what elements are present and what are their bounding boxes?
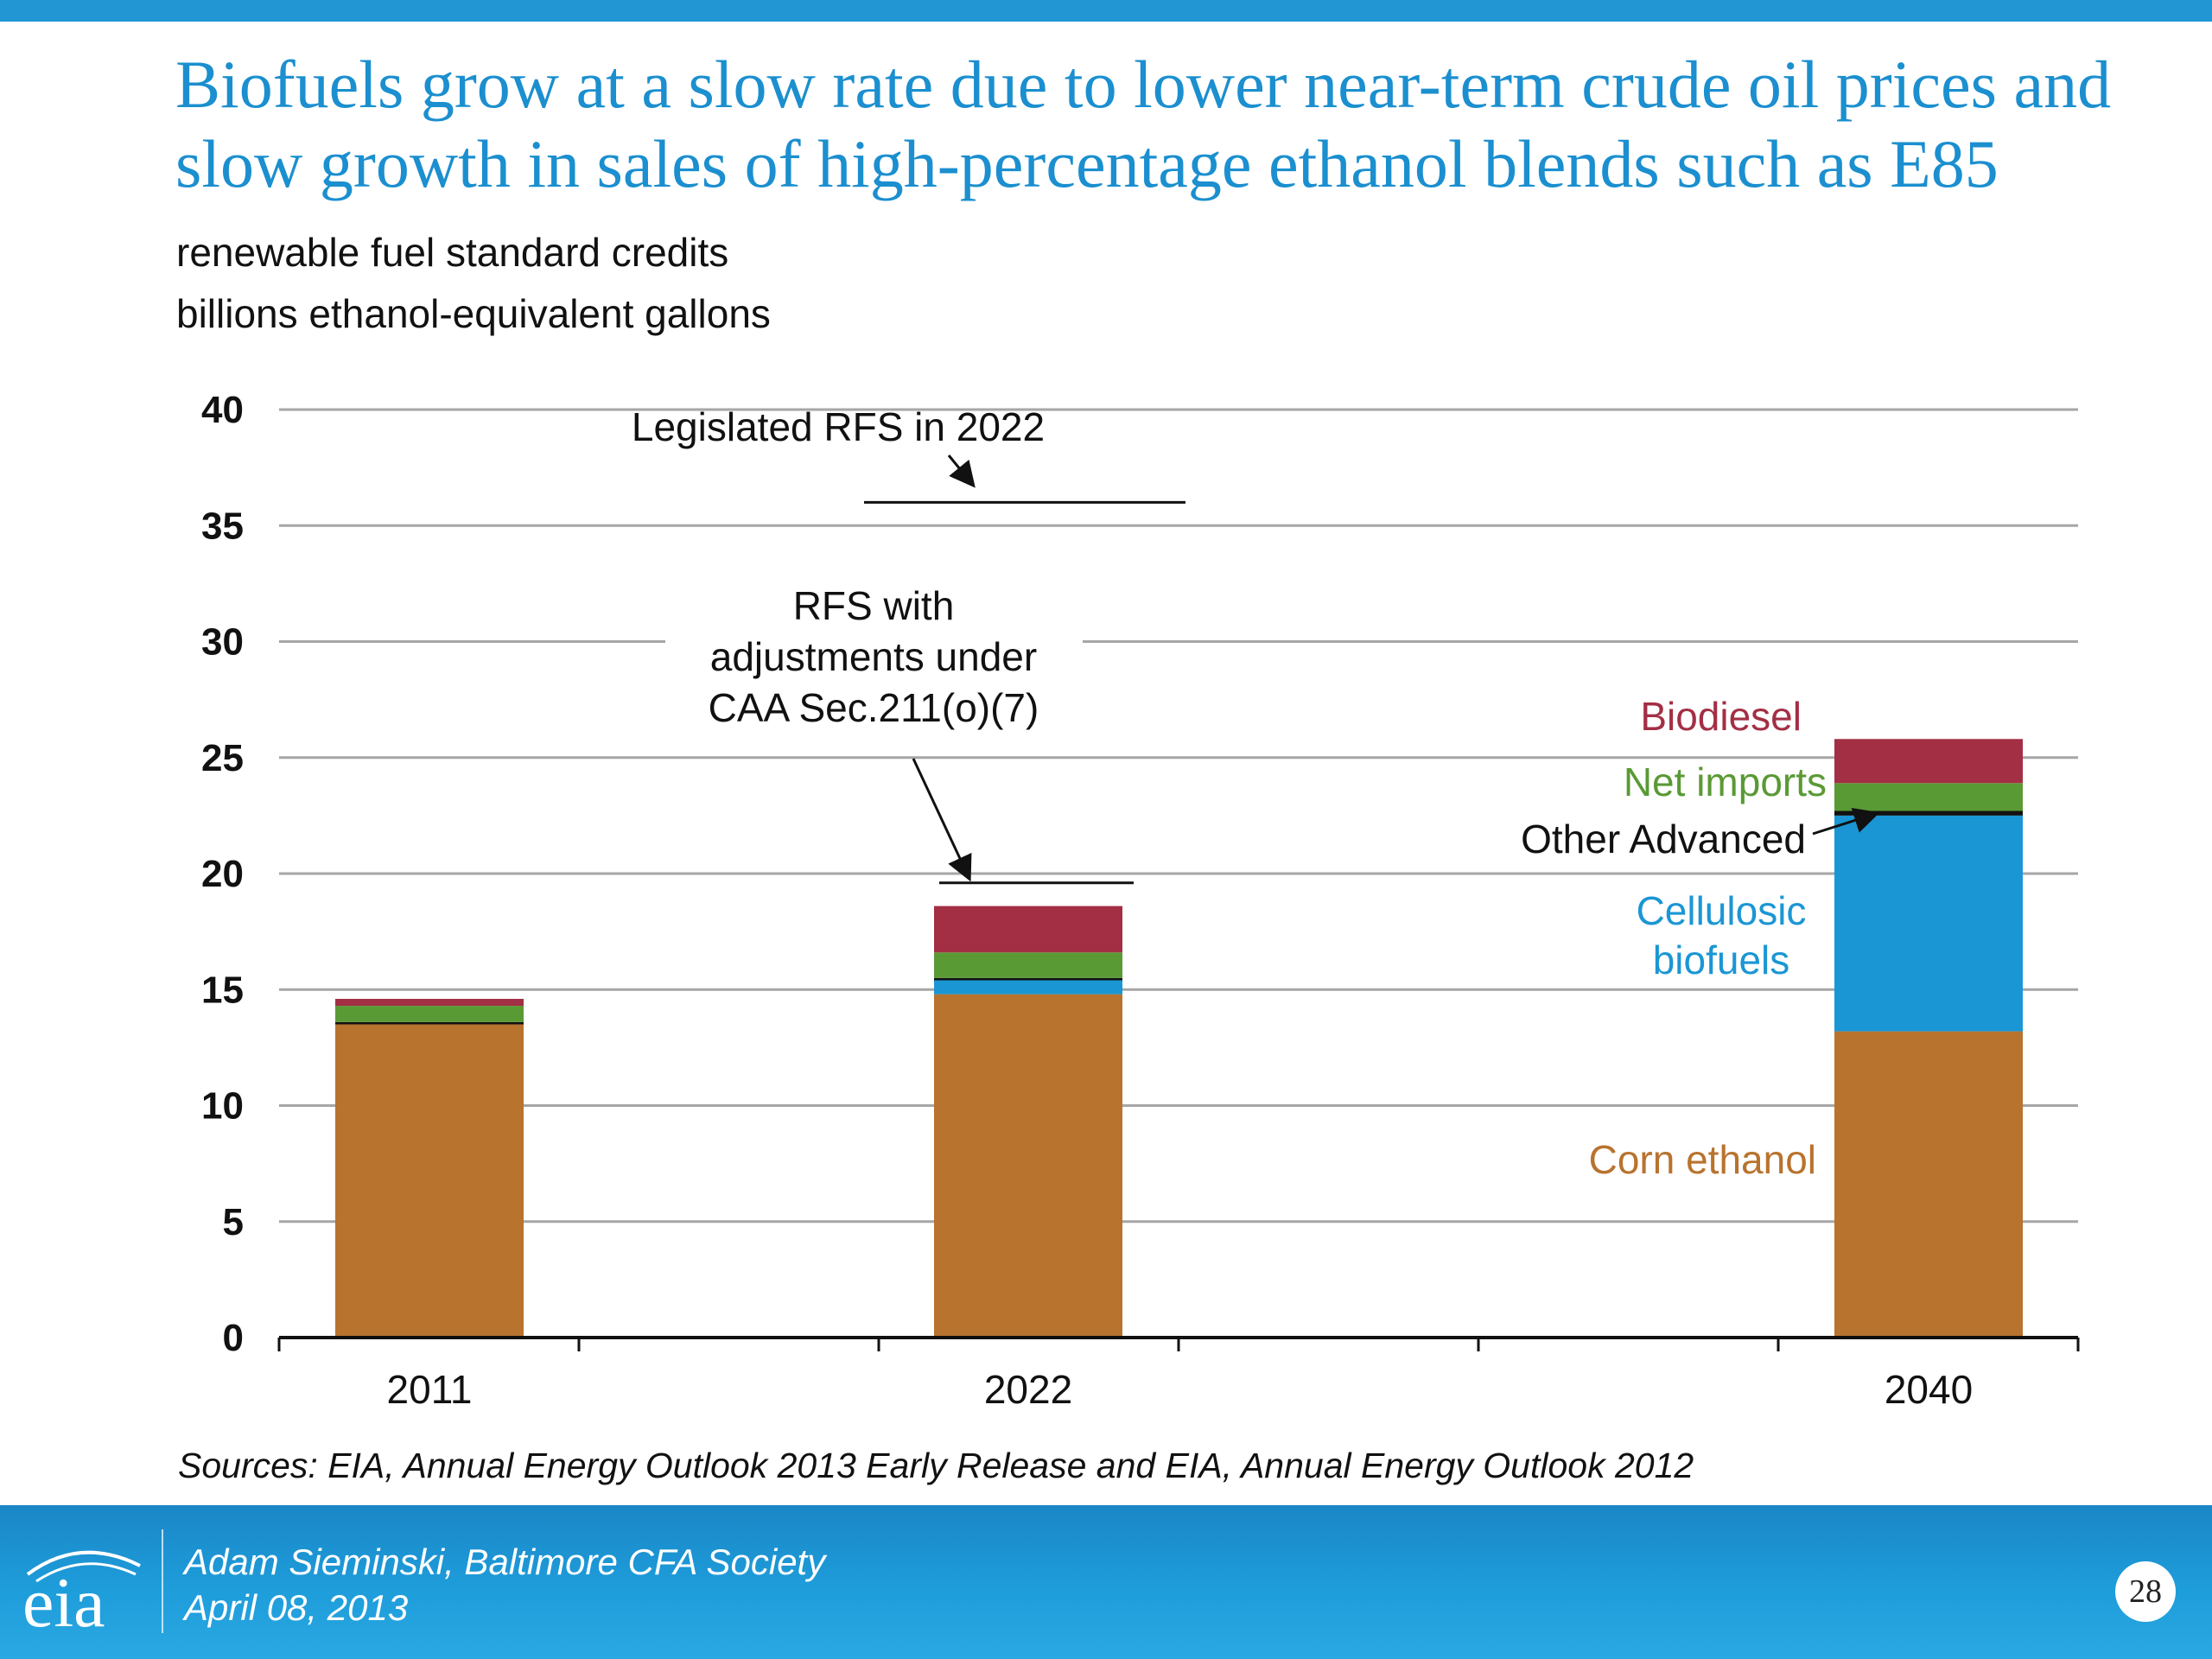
bar-segment [934,977,1122,981]
bars [335,739,2023,1338]
net-imports-label: Net imports [1624,760,1827,804]
y-tick-label: 20 [201,853,244,895]
gridlines [279,408,2078,1224]
bar-segment [934,980,1122,995]
y-tick-label: 35 [201,505,244,547]
adjusted-rfs-arrow [912,758,972,882]
y-tick-label: 10 [201,1085,244,1128]
slide-title-line-1: Biofuels grow at a slow rate due to lowe… [175,47,2112,122]
bar-segment [335,1021,524,1025]
slide-title-line-2: slow growth in sales of high-percentage … [175,126,1999,201]
bar-segment [335,1024,524,1338]
y-tick-label: 0 [223,1317,244,1359]
reference-lines [864,500,1185,885]
corn-ethanol-label: Corn ethanol [1589,1137,1816,1182]
footer-divider [162,1529,163,1633]
y-tick-label: 15 [201,969,244,1011]
eia-logo: eia [22,1550,141,1635]
adjusted-rfs-label-line: adjustments under [710,634,1037,679]
page-number: 28 [2115,1561,2176,1622]
bar-segment [934,906,1122,953]
cellulosic-label-line: Cellulosic [1637,888,1807,933]
cellulosic-label-line: biofuels [1653,938,1790,982]
top-accent-bar [0,0,2212,22]
chart-subtitle-2: billions ethanol-equivalent gallons [176,291,771,336]
x-tick-label: 2011 [387,1367,473,1412]
y-tick-label: 25 [201,737,244,779]
bar-segment [335,1006,524,1022]
other-advanced-label: Other Advanced [1521,817,1806,861]
bar-segment [1834,739,2023,784]
slide-title: Biofuels grow at a slow rate due to lowe… [175,45,2163,204]
biodiesel-label: Biodiesel [1640,694,1802,739]
bar-segment [934,952,1122,978]
bar-segment [1834,810,2023,816]
legislated-rfs-label: Legislated RFS in 2022 [632,404,1045,449]
chart-subtitle-1: renewable fuel standard credits [176,230,729,275]
axes: 0 5 10 15 20 25 30 35 40 2011 2022 2040 [201,389,2080,1412]
presenter-name: Adam Sieminski, Baltimore CFA Society [184,1541,826,1582]
adjusted-rfs-label-line: CAA Sec.211(o)(7) [709,685,1039,730]
presentation-date: April 08, 2013 [184,1587,409,1628]
y-tick-label: 40 [201,389,244,431]
adjusted-rfs-label-line: RFS with [793,583,955,628]
x-tick-label: 2022 [984,1367,1072,1412]
annotations: Legislated RFS in 2022 RFS with adjustment… [632,404,1880,1182]
bar-segment [934,994,1122,1338]
other-advanced-arrow [1812,808,1880,836]
footer-bar: eia Adam Sieminski, Baltimore CFA Societ… [0,1505,2212,1659]
bar-segment [1834,783,2023,811]
legislated-rfs-arrow [947,454,976,488]
y-tick-label: 30 [201,621,244,664]
y-tick-label: 5 [223,1201,244,1243]
bar-segment [335,998,524,1007]
x-tick-label: 2040 [1885,1367,1973,1412]
source-note: Sources: EIA, Annual Energy Outlook 2013… [178,1446,1694,1485]
stacked-bar-chart: 0 5 10 15 20 25 30 35 40 2011 2022 2040 Legislated … [201,389,2080,1412]
bar-segment [1834,815,2023,1032]
logo-text: eia [22,1563,105,1635]
bar-segment [1834,1031,2023,1338]
